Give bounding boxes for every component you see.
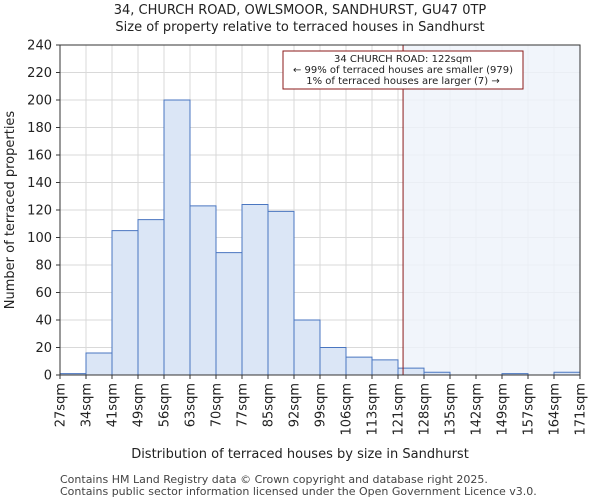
- bar: [111, 230, 139, 376]
- y-tick-label: 160: [27, 149, 52, 164]
- x-tick-label: 121sqm: [392, 383, 407, 436]
- y-ticks: 0 20 40 60 80 100 120 140 160 180 200 220 240: [27, 39, 60, 384]
- bar: [241, 204, 269, 376]
- y-tick-label: 20: [35, 341, 52, 356]
- x-axis-label: Distribution of terraced houses by size …: [131, 447, 469, 462]
- x-tick-label: 85sqm: [262, 383, 277, 427]
- bar: [189, 205, 217, 376]
- y-tick-label: 100: [27, 231, 52, 246]
- y-axis-label: Number of terraced properties: [3, 111, 18, 310]
- x-tick-label: 106sqm: [340, 383, 355, 436]
- x-tick-label: 128sqm: [418, 383, 433, 436]
- x-ticks: 27sqm 34sqm 41sqm 49sqm 56sqm 63sqm 70sqm 77sqm…: [54, 375, 589, 436]
- bar: [397, 367, 425, 376]
- annotation-frame: [282, 50, 524, 90]
- bars-group: [59, 99, 581, 376]
- y-tick-label: 220: [27, 66, 52, 81]
- y-tick-label: 60: [35, 286, 52, 301]
- y-tick-label: 200: [27, 94, 52, 109]
- y-tick-label: 180: [27, 121, 52, 136]
- bar: [345, 356, 373, 376]
- bar: [371, 359, 399, 376]
- x-tick-label: 157sqm: [522, 383, 537, 436]
- chart-title: 34, CHURCH ROAD, OWLSMOOR, SANDHURST, GU…: [114, 3, 487, 18]
- x-tick-label: 63sqm: [184, 383, 199, 427]
- annotation-box: 34 CHURCH ROAD: 122sqm ← 99% of terraced…: [282, 50, 524, 90]
- x-tick-label: 34sqm: [80, 383, 95, 427]
- larger-region-highlight: [403, 45, 580, 375]
- x-tick-label: 56sqm: [158, 383, 173, 427]
- footer-line-1: Contains HM Land Registry data © Crown c…: [60, 473, 488, 486]
- x-tick-label: 142sqm: [470, 383, 485, 436]
- x-tick-label: 164sqm: [548, 383, 563, 436]
- x-tick-label: 113sqm: [366, 383, 381, 436]
- x-tick-label: 99sqm: [314, 383, 329, 427]
- y-tick-label: 80: [35, 259, 52, 274]
- x-tick-label: 27sqm: [54, 383, 69, 427]
- bar: [215, 252, 243, 376]
- bar: [85, 352, 113, 376]
- x-tick-label: 77sqm: [236, 383, 251, 427]
- bar: [163, 99, 191, 376]
- y-tick-label: 120: [27, 204, 52, 219]
- bar: [137, 219, 165, 376]
- x-tick-label: 49sqm: [132, 383, 147, 427]
- x-tick-label: 70sqm: [210, 383, 225, 427]
- bar: [319, 347, 347, 376]
- x-tick-label: 135sqm: [444, 383, 459, 436]
- x-tick-label: 92sqm: [288, 383, 303, 427]
- y-tick-label: 140: [27, 176, 52, 191]
- annotation-line-3: 1% of terraced houses are larger (7) →: [306, 76, 500, 87]
- bar: [293, 319, 321, 376]
- bar: [267, 210, 295, 376]
- annotation-line-2: ← 99% of terraced houses are smaller (97…: [293, 65, 513, 76]
- y-tick-label: 0: [44, 369, 52, 384]
- x-tick-label: 41sqm: [106, 383, 121, 427]
- y-tick-label: 240: [27, 39, 52, 54]
- footer-line-2: Contains public sector information licen…: [60, 485, 537, 498]
- annotation-line-1: 34 CHURCH ROAD: 122sqm: [334, 54, 472, 65]
- y-tick-label: 40: [35, 314, 52, 329]
- x-tick-label: 149sqm: [496, 383, 511, 436]
- x-tick-label: 171sqm: [574, 383, 589, 436]
- chart-subtitle: Size of property relative to terraced ho…: [115, 20, 484, 35]
